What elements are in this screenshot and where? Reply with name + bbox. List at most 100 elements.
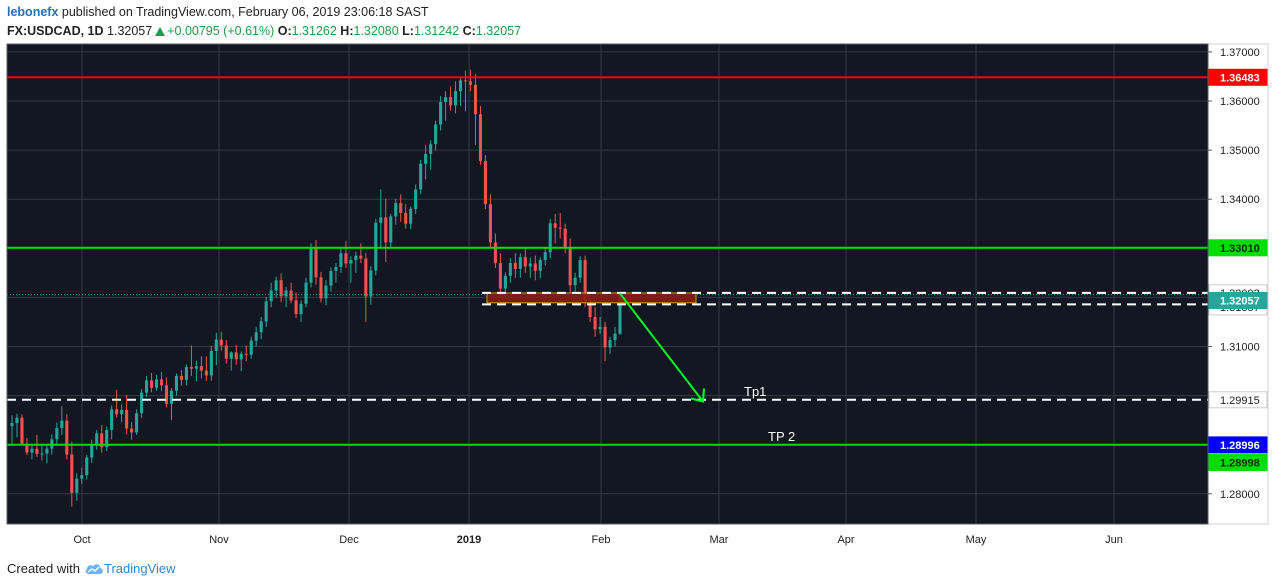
candle-body — [264, 301, 268, 322]
candle-body — [224, 345, 228, 359]
candle-body — [10, 423, 14, 427]
candle-body — [259, 321, 263, 333]
candle-body — [135, 413, 139, 433]
candle-body — [184, 367, 188, 380]
price-tick-label: 1.34000 — [1220, 194, 1260, 206]
candle-body — [379, 217, 383, 223]
candle-body — [319, 277, 323, 299]
candle-body — [548, 223, 552, 253]
close-value: 1.32057 — [475, 24, 522, 38]
candle-body — [538, 260, 542, 271]
candle-body — [369, 270, 373, 297]
candle-body — [573, 277, 577, 286]
change-value: +0.00795 (+0.61%) — [167, 24, 275, 38]
candle-body — [35, 448, 39, 455]
candle-body — [603, 326, 607, 348]
candle-body — [453, 91, 458, 106]
candle-body — [274, 280, 278, 291]
candle-body — [394, 203, 398, 217]
candle-body — [414, 189, 418, 210]
level-label-5-badge — [1208, 391, 1268, 409]
candle-body — [30, 448, 34, 453]
candle-body — [254, 332, 258, 341]
level-label-1-badge — [1208, 239, 1268, 257]
candle-body — [324, 285, 328, 299]
candle-body — [174, 375, 179, 391]
candle-body — [229, 352, 233, 359]
candle-body — [458, 80, 463, 92]
last-price-label-text: 1.32057 — [1220, 295, 1260, 307]
candle-body — [483, 160, 487, 205]
last-price: 1.32057 — [107, 24, 153, 38]
candle-body — [583, 260, 587, 303]
candle-body — [219, 339, 223, 346]
level-label-5-text: 1.29915 — [1220, 395, 1260, 407]
time-tick-label: Jun — [1105, 534, 1123, 546]
symbol-label: FX:USDCAD, 1D — [7, 24, 104, 38]
candle-body — [149, 380, 154, 388]
candle-body — [154, 379, 159, 388]
candle-body — [249, 340, 253, 355]
candle-body — [384, 217, 388, 243]
level-label-0-badge — [1208, 68, 1268, 86]
candle-body — [389, 216, 393, 243]
low-label: L: — [402, 24, 414, 38]
low-value: 1.31242 — [413, 24, 460, 38]
candle-body — [169, 390, 174, 404]
created-with-text: Created with — [7, 561, 80, 576]
level-label-2-text: 1.28998 — [1220, 457, 1260, 469]
candle-body — [189, 367, 193, 369]
time-tick-label: Apr — [837, 534, 854, 546]
open-label: O: — [277, 24, 292, 38]
candle-body — [304, 282, 308, 304]
candle-body — [334, 266, 338, 271]
candle-body — [498, 263, 502, 289]
price-tick-label: 1.28000 — [1220, 489, 1260, 501]
candle-body — [409, 209, 413, 224]
candle-body — [528, 263, 532, 267]
candle-body — [299, 303, 303, 315]
candle-body — [493, 242, 497, 264]
candle-body — [309, 247, 313, 283]
candle-body — [269, 290, 273, 302]
candle-body — [140, 392, 144, 414]
candle-body — [159, 379, 164, 386]
candle-body — [593, 317, 597, 330]
candle-body — [329, 270, 333, 286]
time-tick-label: May — [966, 534, 987, 546]
candle-body — [364, 258, 368, 297]
last-price-label-badge — [1208, 291, 1268, 309]
price-tick-label: 1.37000 — [1220, 47, 1260, 59]
author-link[interactable]: lebonefx — [7, 5, 59, 19]
candle-body — [533, 263, 537, 271]
annotation-tp1: Tp1 — [744, 384, 766, 399]
candle-body — [513, 263, 517, 269]
candle-body — [25, 443, 29, 453]
open-value: 1.31262 — [291, 24, 337, 38]
tradingview-brand[interactable]: TradingView — [103, 561, 176, 576]
candle-body — [608, 340, 612, 348]
candle-body — [503, 275, 507, 289]
candle-body — [563, 228, 567, 248]
time-tick-label: Feb — [592, 534, 611, 546]
close-label: C: — [462, 24, 476, 38]
candle-body — [314, 247, 318, 278]
candle-body — [419, 163, 423, 190]
candle-body — [60, 420, 64, 429]
target-arrow-head — [690, 388, 705, 403]
candle-body — [359, 255, 363, 259]
candle-body — [424, 154, 428, 164]
candle-body — [468, 81, 473, 85]
published-text: published on TradingView.com, February 0… — [61, 5, 429, 19]
candle-body — [194, 366, 198, 369]
candle-body — [120, 409, 124, 415]
candle-body — [145, 380, 149, 393]
level-label-1-text: 1.33010 — [1220, 243, 1260, 255]
price-tick-label: 1.36000 — [1220, 96, 1260, 108]
candle-body — [105, 429, 109, 448]
triangle-up-icon — [155, 27, 166, 36]
level-label-0-text: 1.36483 — [1220, 72, 1260, 84]
candle-body — [568, 247, 572, 286]
level-label-2-badge — [1208, 453, 1268, 471]
